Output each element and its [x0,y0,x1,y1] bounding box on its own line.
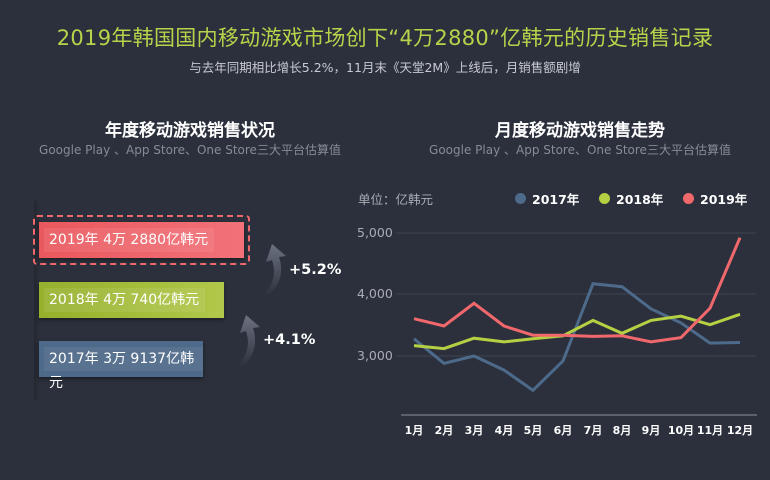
bar-2018: 2018年 4万 740亿韩元 [39,282,224,318]
x-tick-month: 7月 [583,424,603,437]
legend-2017: 2017年 [515,189,579,208]
x-tick-month: 1月 [404,424,424,437]
legend-dot-icon [683,193,694,204]
x-tick-month: 3月 [464,424,484,437]
x-tick-month: 8月 [612,424,632,437]
chart-grid [396,232,757,416]
monthly-sales-source: Google Play 、App Store、One Store三大平台估算值 [429,143,731,157]
bar-2019: 2019年 4万 2880亿韩元 [39,222,244,258]
x-tick-month: 9月 [641,424,661,437]
bar-2017: 2017年 3万 9137亿韩元 [39,341,203,391]
legend-label: 2017年 [532,192,580,207]
highlight-box [33,215,250,265]
growth-2019: +5.2% [289,262,342,278]
legend-dot-icon [599,193,610,204]
x-tick-month: 2月 [434,424,454,437]
legend-dot-icon [515,193,526,204]
chart-series [413,237,742,393]
legend-2019: 2019年 [683,189,747,208]
x-tick-month: 11月 [696,424,724,437]
legend-label: 2018年 [616,192,664,207]
main-subtitle: 与去年同期相比增长5.2%，11月末《天堂2M》上线后，月销售额剧增 [189,60,581,75]
bar-2019-label: 2019年 4万 2880亿韩元 [44,228,215,252]
x-tick-month: 12月 [726,424,754,437]
monthly-sales-title: 月度移动游戏销售走势 [495,121,665,141]
bar-axis-shadow [34,200,40,400]
series-line-2019年 [413,237,742,344]
x-tick-month: 6月 [553,424,573,437]
annual-sales-source: Google Play 、App Store、One Store三大平台估算值 [39,143,341,157]
x-tick-month: 5月 [523,424,543,437]
growth-2018: +4.1% [263,332,316,348]
y-tick-5000: 5,000 [357,225,393,240]
annual-sales-title: 年度移动游戏销售状况 [105,121,275,141]
legend-2018: 2018年 [599,189,663,208]
x-tick-month: 10月 [667,424,695,437]
growth-arrow-up-icon [264,244,286,296]
x-tick-month: 4月 [494,424,514,437]
bar-2018-label: 2018年 4万 740亿韩元 [44,288,206,312]
series-line-2018年 [413,312,741,351]
growth-arrow-up-icon [238,315,260,367]
y-tick-3000: 3,000 [357,348,393,363]
y-tick-4000: 4,000 [357,286,393,301]
main-title: 2019年韩国国内移动游戏市场创下“4万2880”亿韩元的历史销售记录 [56,26,714,50]
unit-label: 单位：亿韩元 [358,192,434,207]
legend-label: 2019年 [700,192,748,207]
series-line-2017年 [413,282,741,393]
bar-2017-label: 2017年 3万 9137亿韩元 [44,347,203,391]
